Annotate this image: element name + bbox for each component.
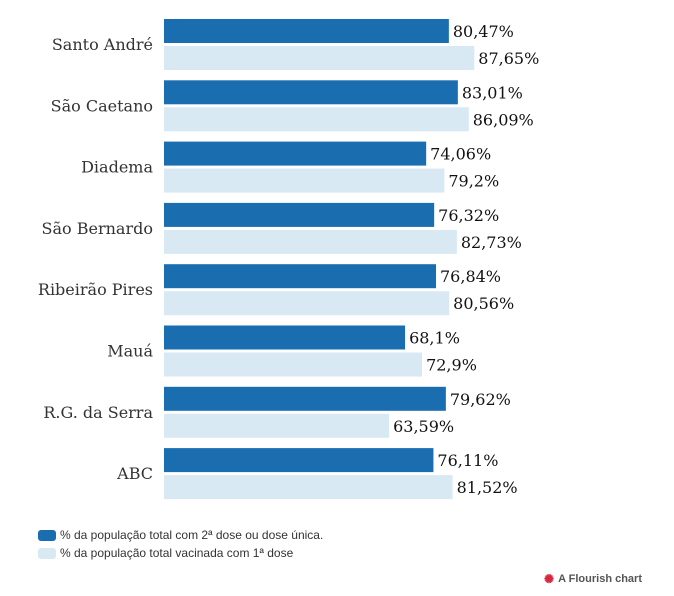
- data-label-series-2: 79,2%: [448, 172, 499, 191]
- data-label-series-2: 81,52%: [457, 478, 518, 497]
- bar-series-1[interactable]: [164, 264, 437, 289]
- category-label: Mauá: [107, 342, 153, 361]
- legend-item-series-2[interactable]: % da população total vacinada com 1ª dos…: [38, 544, 323, 562]
- bar-series-2[interactable]: [164, 291, 450, 316]
- bar-series-2[interactable]: [164, 413, 390, 438]
- data-label-series-2: 72,9%: [426, 356, 477, 375]
- bar-series-2[interactable]: [164, 229, 457, 254]
- legend-label-series-1: % da população total com 2ª dose ou dose…: [60, 528, 324, 542]
- data-label-series-2: 82,73%: [461, 233, 522, 252]
- data-label-series-1: 80,47%: [453, 22, 514, 41]
- bar-series-1[interactable]: [164, 386, 446, 411]
- data-label-series-1: 76,84%: [440, 267, 501, 286]
- legend-swatch-series-2: [38, 547, 56, 559]
- credit-text: A Flourish chart: [558, 573, 642, 585]
- data-label-series-1: 74,06%: [430, 145, 491, 164]
- bar-series-2[interactable]: [164, 168, 445, 193]
- data-label-series-1: 76,32%: [438, 206, 499, 225]
- bar-series-1[interactable]: [164, 325, 406, 350]
- category-label: R.G. da Serra: [43, 403, 153, 422]
- data-label-series-2: 80,56%: [453, 294, 514, 313]
- category-label: Diadema: [81, 158, 153, 177]
- bar-series-1[interactable]: [164, 19, 449, 43]
- flourish-logo-icon: ✺: [544, 572, 555, 586]
- category-label: São Caetano: [51, 96, 153, 115]
- flourish-credit-link[interactable]: ✺ A Flourish chart: [544, 572, 642, 586]
- data-label-series-2: 86,09%: [473, 110, 534, 129]
- bar-series-1[interactable]: [164, 448, 434, 473]
- data-label-series-1: 76,11%: [437, 451, 498, 470]
- category-label: São Bernardo: [42, 219, 153, 238]
- data-label-series-1: 79,62%: [450, 390, 511, 409]
- data-label-series-2: 87,65%: [478, 49, 539, 68]
- bar-series-1[interactable]: [164, 141, 427, 166]
- bar-series-2[interactable]: [164, 475, 453, 500]
- data-label-series-1: 83,01%: [462, 83, 523, 102]
- legend: % da população total com 2ª dose ou dose…: [38, 526, 323, 562]
- category-label: ABC: [116, 464, 153, 483]
- legend-label-series-2: % da população total vacinada com 1ª dos…: [60, 546, 294, 560]
- data-label-series-2: 63,59%: [393, 417, 454, 436]
- data-label-series-1: 68,1%: [409, 329, 460, 348]
- category-label: Santo André: [52, 35, 153, 54]
- bar-series-1[interactable]: [164, 80, 458, 105]
- category-label: Ribeirão Pires: [38, 280, 153, 299]
- bar-series-2[interactable]: [164, 107, 469, 132]
- bar-series-2[interactable]: [164, 352, 423, 377]
- bar-chart: Santo André 80,47% 87,65% São Caetano 83,01%…: [38, 19, 539, 500]
- bar-series-1[interactable]: [164, 202, 435, 227]
- legend-swatch-series-1: [38, 529, 56, 541]
- bar-series-2[interactable]: [164, 46, 475, 70]
- legend-item-series-1[interactable]: % da população total com 2ª dose ou dose…: [38, 526, 323, 544]
